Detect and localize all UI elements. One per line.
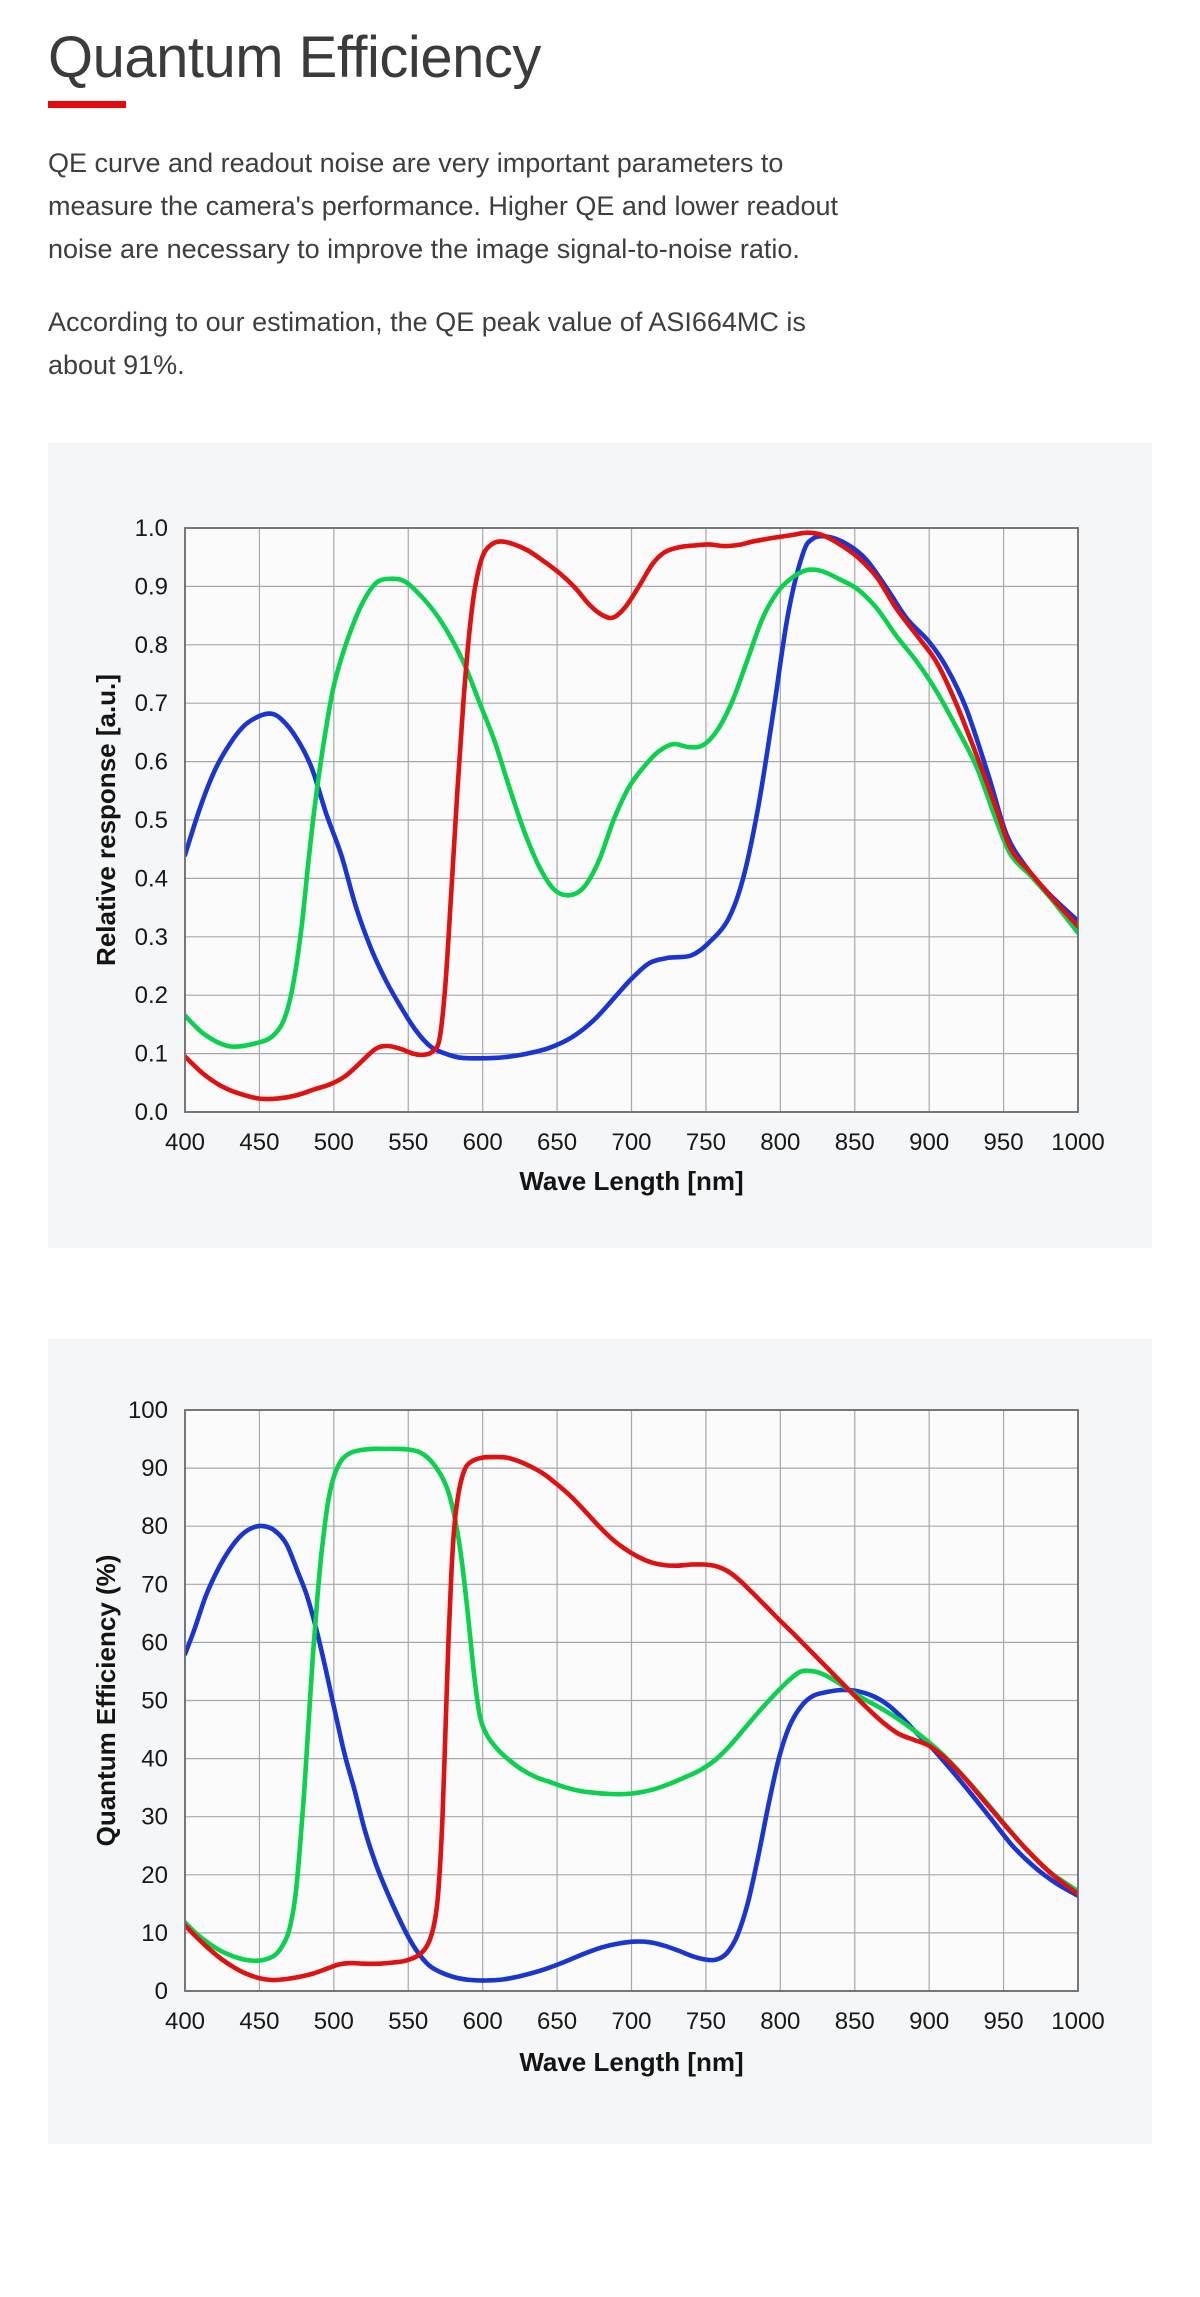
x-tick-label: 700 — [611, 1129, 651, 1156]
y-axis-title: Relative response [a.u.] — [91, 674, 121, 966]
x-tick-label: 500 — [314, 1129, 354, 1156]
x-axis-title: Wave Length [nm] — [519, 2047, 743, 2077]
x-tick-label: 500 — [314, 2008, 354, 2035]
x-tick-label: 600 — [463, 1129, 503, 1156]
x-tick-label: 900 — [909, 1129, 949, 1156]
y-axis-title: Quantum Efficiency (%) — [91, 1555, 121, 1847]
x-tick-label: 650 — [537, 1129, 577, 1156]
content-container: Quantum Efficiency QE curve and readout … — [48, 25, 1152, 2144]
qe-peak-paragraph-line: about 91%. — [48, 349, 185, 380]
y-tick-label: 100 — [128, 1397, 168, 1424]
x-tick-label: 750 — [686, 2008, 726, 2035]
title-underline-accent — [48, 100, 126, 108]
blue-channel-curve — [185, 533, 1078, 1061]
relative-response-chart-card: 400 450 500 550 600 650 700 750 800 850 900 950 1000… — [48, 442, 1152, 1248]
y-tick-label: 60 — [141, 1629, 168, 1656]
y-tick-label: 50 — [141, 1687, 168, 1714]
intro-paragraph-line: QE curve and readout noise are very impo… — [48, 147, 784, 178]
y-tick-label: 0.7 — [135, 690, 168, 717]
x-tick-label: 750 — [686, 1129, 726, 1156]
x-tick-label: 950 — [984, 2008, 1024, 2035]
y-tick-label: 0.4 — [135, 865, 168, 892]
relative-response-chart: 400 450 500 550 600 650 700 750 800 850 900 950 1000… — [91, 515, 1105, 1196]
plot-frame — [184, 1409, 1079, 1992]
intro-paragraph-line: measure the camera's performance. Higher… — [48, 190, 839, 221]
x-tick-label: 850 — [835, 2008, 875, 2035]
intro-paragraph-line: noise are necessary to improve the image… — [48, 233, 800, 264]
qe-peak-paragraph: According to our estimation, the QE peak… — [48, 301, 1152, 387]
x-axis-title: Wave Length [nm] — [519, 1166, 743, 1196]
x-tick-label: 450 — [239, 2008, 279, 2035]
x-tick-label: 850 — [835, 1129, 875, 1156]
x-tick-label: 900 — [909, 2008, 949, 2035]
x-tick-label: 600 — [463, 2008, 503, 2035]
y-tick-label: 80 — [141, 1513, 168, 1540]
x-tick-label: 1000 — [1051, 2008, 1104, 2035]
green-channel-curve — [185, 567, 1078, 1049]
quantum-efficiency-chart-card: 400 450 500 550 600 650 700 750 800 850 900 950 1000… — [48, 1338, 1152, 2144]
y-tick-label: 0.5 — [135, 807, 168, 834]
qe-peak-paragraph-line: According to our estimation, the QE peak… — [48, 306, 806, 337]
x-tick-label: 1000 — [1051, 1129, 1104, 1156]
x-tick-label: 800 — [760, 2008, 800, 2035]
x-tick-label: 400 — [165, 2008, 205, 2035]
blue-channel-curve — [185, 1523, 1078, 1983]
y-tick-label: 1.0 — [135, 515, 168, 542]
x-tick-label: 950 — [984, 1129, 1024, 1156]
y-tick-label: 40 — [141, 1746, 168, 1773]
x-tick-label: 550 — [388, 1129, 428, 1156]
y-tick-label: 0.3 — [135, 924, 168, 951]
y-tick-label: 0.1 — [135, 1041, 168, 1068]
y-tick-label: 0.9 — [135, 573, 168, 600]
y-tick-label: 0.6 — [135, 749, 168, 776]
y-tick-label: 10 — [141, 1920, 168, 1947]
intro-paragraph: QE curve and readout noise are very impo… — [48, 142, 1152, 271]
y-tick-label: 30 — [141, 1804, 168, 1831]
y-tick-label: 90 — [141, 1455, 168, 1482]
y-tick-label: 0 — [155, 1978, 168, 2005]
x-tick-label: 650 — [537, 2008, 577, 2035]
x-tick-label: 450 — [239, 1129, 279, 1156]
x-tick-label: 400 — [165, 1129, 205, 1156]
page-title: Quantum Efficiency — [48, 25, 541, 90]
plot-frame — [184, 527, 1079, 1113]
y-tick-label: 70 — [141, 1571, 168, 1598]
y-tick-label: 20 — [141, 1862, 168, 1889]
x-tick-label: 800 — [760, 1129, 800, 1156]
red-channel-curve — [185, 530, 1078, 1102]
quantum-efficiency-chart: 400 450 500 550 600 650 700 750 800 850 900 950 1000… — [91, 1397, 1105, 2077]
x-tick-label: 550 — [388, 2008, 428, 2035]
y-tick-label: 0.8 — [135, 632, 168, 659]
x-tick-label: 700 — [611, 2008, 651, 2035]
red-channel-curve — [185, 1454, 1078, 1983]
y-tick-label: 0.2 — [135, 982, 168, 1009]
y-tick-label: 0.0 — [135, 1099, 168, 1126]
